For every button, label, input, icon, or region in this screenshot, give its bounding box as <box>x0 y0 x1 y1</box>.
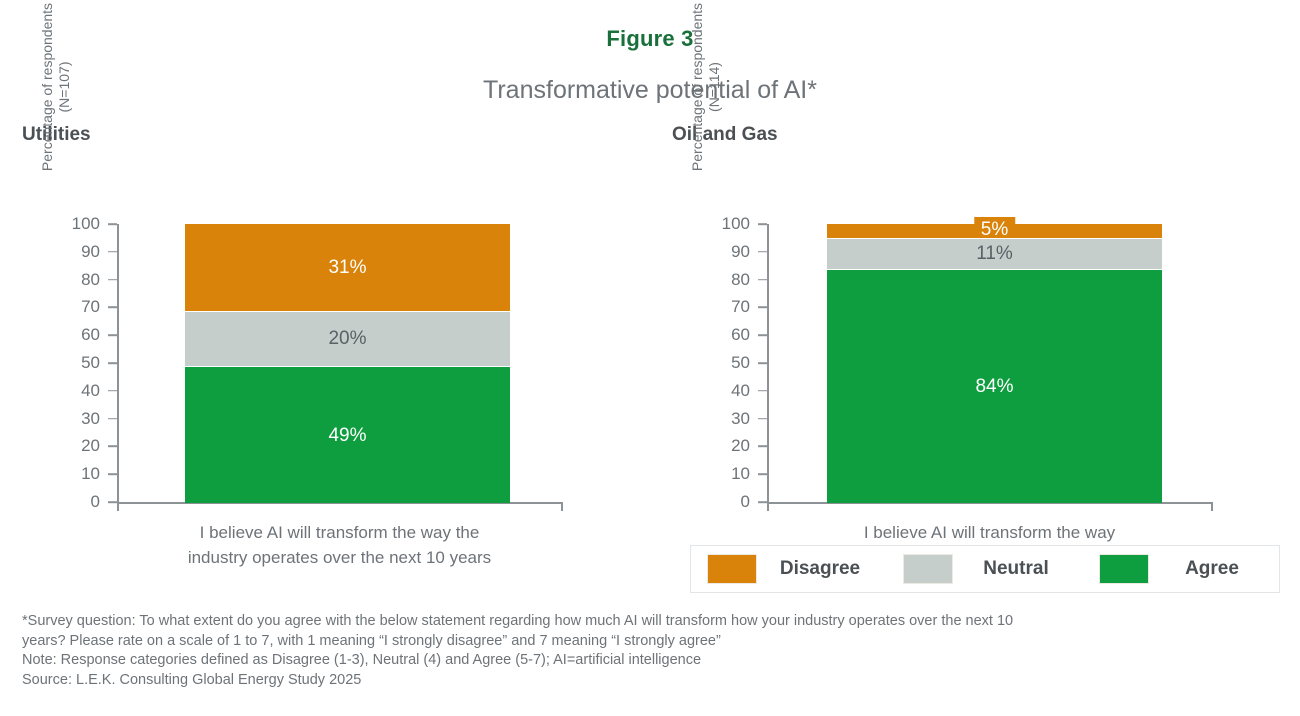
legend-item-disagree[interactable]: Disagree <box>691 554 887 584</box>
y-tick-80: 80 <box>731 269 750 289</box>
y-tick-90: 90 <box>731 241 750 261</box>
y-tick-0: 0 <box>740 492 750 511</box>
bar-segment-agree-utilities[interactable]: 49% <box>185 366 510 503</box>
y-tick-40: 40 <box>81 380 100 400</box>
bar-segment-disagree-oil-and-gas[interactable]: 5% <box>827 217 1162 244</box>
y-tick-30: 30 <box>81 408 100 428</box>
plot-area-oil-and-gas: Percentage of respondents (N=114) 100 90… <box>672 3 1282 567</box>
y-tick-10: 10 <box>81 464 100 484</box>
chart-panel-oil-and-gas: Oil and Gas Percentage of respondents (N… <box>672 3 1282 567</box>
footnotes: *Survey question: To what extent do you … <box>22 612 1272 690</box>
plot-area-utilities: Percentage of respondents (N=107) 100 90… <box>22 3 642 567</box>
y-tick-40: 40 <box>731 380 750 400</box>
y-tick-90: 90 <box>81 241 100 261</box>
legend-item-neutral[interactable]: Neutral <box>887 554 1083 584</box>
bar-label-disagree-utilities: 31% <box>328 256 367 278</box>
figure-label: Figure 3 <box>606 26 694 51</box>
y-axis-line-oil-and-gas <box>767 224 769 503</box>
stacked-bar-utilities[interactable]: 31% 20% 49% <box>185 224 510 503</box>
legend-label-disagree: Disagree <box>779 558 861 579</box>
y-tick-100: 100 <box>721 214 750 233</box>
y-tick-0: 0 <box>90 492 100 511</box>
bar-label-agree-oil-and-gas: 84% <box>975 375 1014 397</box>
y-axis-line-utilities <box>117 224 119 503</box>
legend-item-agree[interactable]: Agree <box>1083 554 1279 584</box>
x-axis-tick-start-utilities <box>117 502 119 511</box>
legend-swatch-disagree-icon <box>707 554 757 584</box>
y-axis-ticks-utilities: 100 90 80 70 60 50 40 30 20 10 0 <box>60 214 117 511</box>
legend-swatch-neutral-icon <box>903 554 953 584</box>
footnote-survey-question-line1: *Survey question: To what extent do you … <box>22 613 1014 629</box>
y-tick-80: 80 <box>81 269 100 289</box>
y-tick-50: 50 <box>731 353 750 372</box>
y-tick-70: 70 <box>81 297 100 317</box>
bar-label-neutral-utilities: 20% <box>328 328 367 350</box>
y-tick-30: 30 <box>731 408 750 428</box>
legend-label-neutral: Neutral <box>983 558 1049 579</box>
chart-panel-utilities: Utilities Percentage of respondents (N=1… <box>22 3 642 567</box>
y-tick-10: 10 <box>731 464 750 484</box>
x-axis-caption-utilities: I believe AI will transform the way the … <box>187 523 492 567</box>
panel-title-oil-and-gas: Oil and Gas <box>672 124 778 145</box>
x-axis-tick-end-utilities <box>561 502 563 511</box>
y-tick-50: 50 <box>81 353 100 372</box>
stacked-bar-oil-and-gas[interactable]: 5% 11% 84% <box>827 217 1162 503</box>
y-axis-ticks-oil-and-gas: 100 90 80 70 60 50 40 30 20 10 0 <box>710 214 767 511</box>
x-axis-tick-start-oil-and-gas <box>767 502 769 511</box>
bar-column-oil-and-gas: 5% 11% 84% <box>827 217 1162 503</box>
y-tick-20: 20 <box>81 436 100 456</box>
legend-swatch-agree-icon <box>1099 554 1149 584</box>
bar-label-neutral-oil-and-gas: 11% <box>976 243 1013 265</box>
panel-title-utilities: Utilities <box>22 124 91 145</box>
chart-legend: Disagree Neutral Agree <box>690 545 1280 593</box>
y-tick-20: 20 <box>731 436 750 456</box>
y-tick-70: 70 <box>731 297 750 317</box>
bar-column-utilities: 31% 20% 49% <box>185 224 510 503</box>
bar-segment-agree-oil-and-gas[interactable]: 84% <box>827 268 1162 503</box>
footnote-source: Source: L.E.K. Consulting Global Energy … <box>22 671 362 688</box>
bar-segment-disagree-utilities[interactable]: 31% <box>185 224 510 311</box>
bar-segment-neutral-utilities[interactable]: 20% <box>185 310 510 367</box>
footnote-note: Note: Response categories defined as Dis… <box>22 652 702 668</box>
figure-title: Transformative potential of AI* <box>483 76 817 104</box>
footnote-survey-question-line2: years? Please rate on a scale of 1 to 7,… <box>22 632 721 649</box>
y-tick-100: 100 <box>71 214 100 233</box>
bar-label-agree-utilities: 49% <box>328 424 367 446</box>
y-tick-60: 60 <box>731 325 750 345</box>
x-axis-tick-end-oil-and-gas <box>1211 502 1213 511</box>
legend-label-agree: Agree <box>1185 558 1239 579</box>
bar-segment-neutral-oil-and-gas[interactable]: 11% <box>827 237 1162 269</box>
y-tick-60: 60 <box>81 325 100 345</box>
